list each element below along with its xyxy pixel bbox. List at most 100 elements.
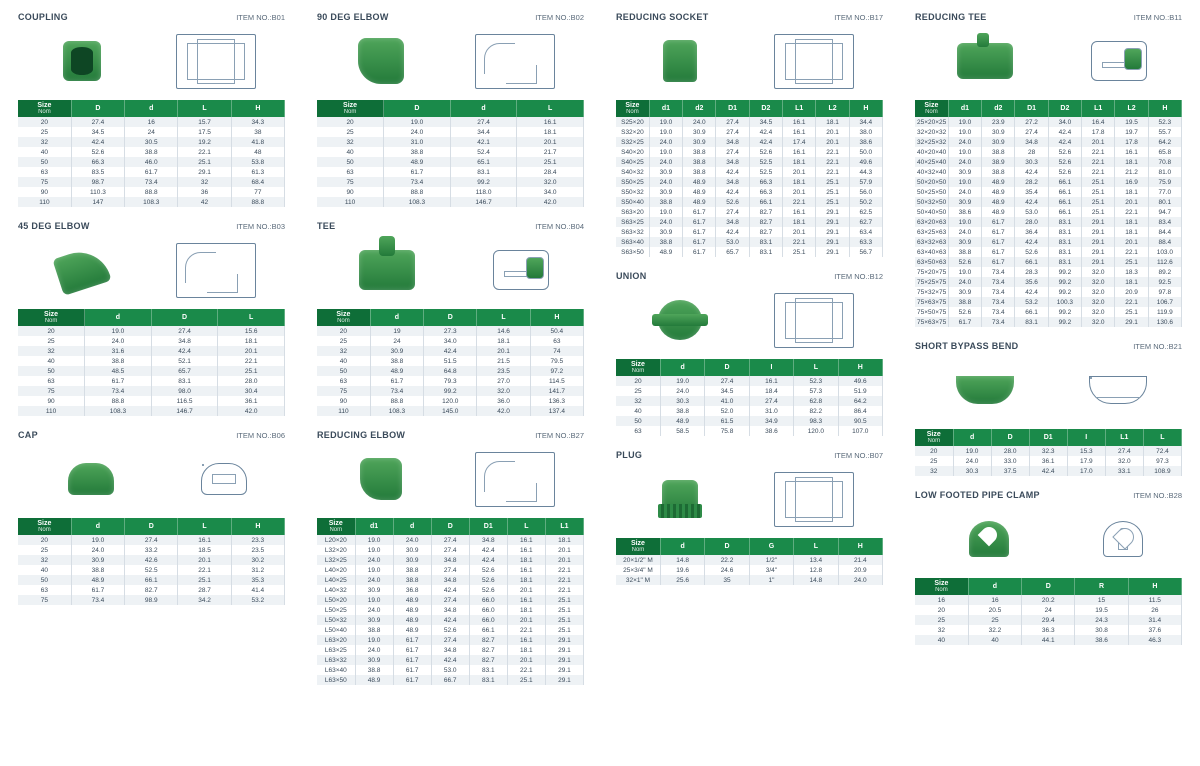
table-cell: S63×40: [616, 237, 649, 247]
table-cell: 18.5: [178, 545, 231, 555]
table-cell: 32.0: [1082, 307, 1115, 317]
table-cell: 34.5: [71, 127, 124, 137]
table-cell: 52.3: [794, 376, 838, 386]
table-cell: 86.4: [838, 406, 882, 416]
title-redtee: REDUCING TEE: [915, 12, 987, 22]
table-row: 252434.018.163: [317, 336, 584, 346]
table-row: S40×3230.938.842.452.520.122.144.3: [616, 167, 883, 177]
table-cell: 108.3: [125, 197, 178, 207]
table-cell: 61.5: [705, 416, 749, 426]
table-cell: 75: [18, 595, 71, 605]
table-cell: 32: [915, 466, 953, 476]
table-cell: 52.6: [469, 585, 507, 595]
table-cell: 20.9: [838, 565, 882, 575]
table-cell: 56.0: [849, 187, 882, 197]
table-cell: 110: [317, 197, 384, 207]
table-cell: 32.0: [1105, 456, 1143, 466]
table-cell: 66.0: [469, 595, 507, 605]
table-cell: 110: [18, 406, 85, 416]
table-cell: 20.1: [178, 555, 231, 565]
table-cell: 24: [125, 127, 178, 137]
table-cell: 51.9: [838, 386, 882, 396]
table-cell: 34.0: [1048, 117, 1081, 127]
technical-drawing-cap: [201, 463, 247, 495]
table-cell: 66.1: [125, 575, 178, 585]
table-cell: 27.4: [749, 396, 793, 406]
table-header-cell: D: [125, 518, 178, 535]
table-cell: 25: [18, 127, 71, 137]
table-row: 5048.966.125.135.3: [18, 575, 285, 585]
table-header-cell: d: [370, 309, 423, 326]
table-cell: 42.0: [477, 406, 530, 416]
table-header-cell: d: [660, 359, 704, 376]
table-cell: 18.1: [218, 336, 285, 346]
table-cell: L63×40: [317, 665, 355, 675]
product-photo-coupling: [47, 31, 117, 91]
table-row: L50×3230.948.942.466.020.125.1: [317, 615, 584, 625]
table-cell: 24.0: [660, 386, 704, 396]
section-cap: CAP ITEM NO.:B06 SizeNomdDLH2019.027.416…: [18, 430, 285, 605]
table-cell: 16.1: [749, 376, 793, 386]
table-cell: 64.8: [424, 366, 477, 376]
table-cell: 61.7: [683, 227, 716, 237]
table-cell: 61.7: [982, 257, 1015, 267]
table-cell: 44.1: [1022, 635, 1075, 645]
table-cell: 20.1: [1115, 237, 1148, 247]
table-header-cell: d: [953, 429, 991, 446]
table-header-size: SizeNom: [18, 100, 71, 117]
table-cell: 75×32×75: [915, 287, 948, 297]
table-cell: 61.7: [85, 376, 152, 386]
table-cell: 75.8: [705, 426, 749, 436]
table-cell: 61.3: [231, 167, 284, 177]
title-elbow90: 90 DEG ELBOW: [317, 12, 389, 22]
table-cell: 27.4: [431, 535, 469, 545]
table-cell: 29.1: [816, 217, 849, 227]
table-cell: 25: [317, 127, 384, 137]
table-cell: 74: [530, 346, 583, 356]
table-cell: 66.3: [749, 177, 782, 187]
section-clamp: LOW FOOTED PIPE CLAMP ITEM NO.:B28 SizeN…: [915, 490, 1182, 645]
table-cell: 19.0: [948, 217, 981, 227]
table-cell: 88.8: [231, 197, 284, 207]
table-cell: 20×1/2" M: [616, 555, 660, 565]
table-cell: S63×20: [616, 207, 649, 217]
table-cell: 31.0: [384, 137, 451, 147]
table-cell: 62.5: [849, 207, 882, 217]
table-cell: 61.7: [982, 227, 1015, 237]
table-cell: 72.4: [1143, 446, 1181, 456]
table-header-cell: L: [178, 518, 231, 535]
table-cell: 73.4: [982, 287, 1015, 297]
table-cell: 52.6: [431, 625, 469, 635]
table-row: 6361.783.128.4: [317, 167, 584, 177]
table-cell: 32.0: [1082, 317, 1115, 327]
table-cell: 27.4: [1105, 446, 1143, 456]
table-cell: 34.5: [705, 386, 749, 396]
table-cell: 88.8: [370, 396, 423, 406]
table-cell: 30.3: [953, 466, 991, 476]
table-cell: 66.0: [469, 615, 507, 625]
table-cell: 65.7: [151, 366, 218, 376]
table-row: 5066.346.025.153.8: [18, 157, 285, 167]
table-cell: 22.1: [178, 147, 231, 157]
table-cell: 110: [18, 197, 71, 207]
table-row: 7573.498.934.253.2: [18, 595, 285, 605]
table-row: 50×25×5024.048.935.466.125.118.177.0: [915, 187, 1182, 197]
table-header-cell: D2: [749, 100, 782, 117]
table-row: 4038.852.522.131.2: [18, 565, 285, 575]
title-coupling: COUPLING: [18, 12, 68, 22]
table-cell: L50×20: [317, 595, 355, 605]
technical-drawing-elbow45: [176, 243, 256, 298]
table-cell: 52.3: [1148, 117, 1181, 127]
table-cell: S63×32: [616, 227, 649, 237]
table-cell: 22.1: [545, 565, 583, 575]
table-cell: 66.1: [469, 625, 507, 635]
table-row: S25×2019.024.027.434.516.118.134.4: [616, 117, 883, 127]
table-cell: 25: [915, 456, 953, 466]
table-cell: 16.1: [783, 127, 816, 137]
table-header-cell: D: [991, 429, 1029, 446]
table-header-cell: D: [705, 359, 749, 376]
table-cell: 63: [317, 167, 384, 177]
table-cell: 29.1: [816, 227, 849, 237]
table-cell: 24.0: [948, 277, 981, 287]
table-header-cell: d: [660, 538, 704, 555]
